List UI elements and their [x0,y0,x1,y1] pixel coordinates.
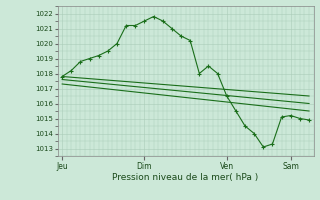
X-axis label: Pression niveau de la mer( hPa ): Pression niveau de la mer( hPa ) [112,173,259,182]
